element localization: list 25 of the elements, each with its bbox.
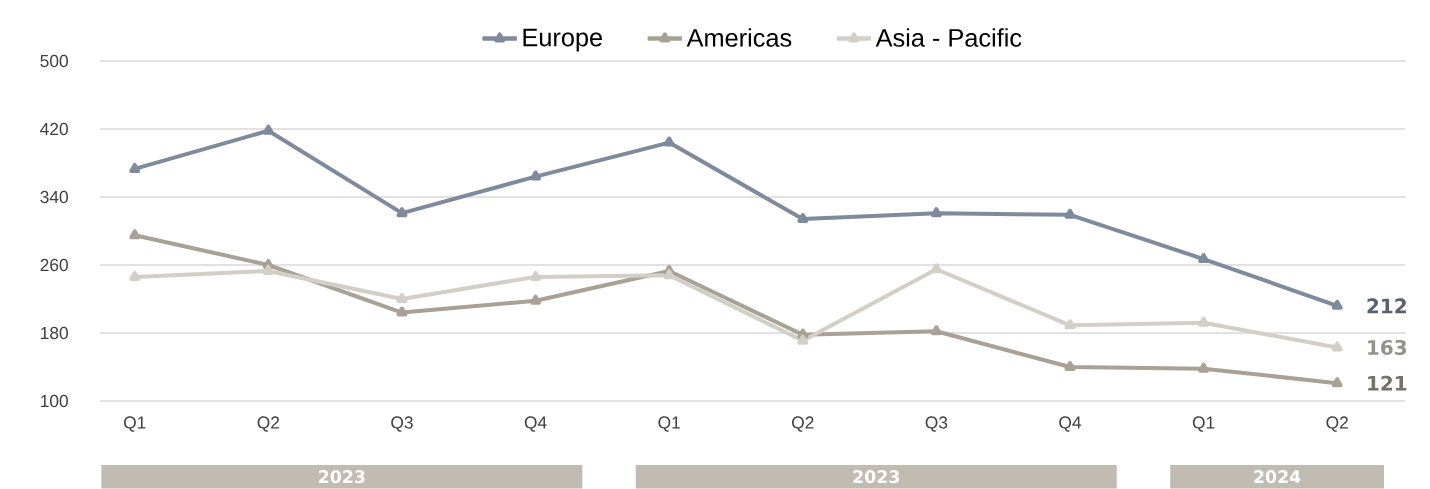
- x-tick-label: Q4: [1059, 416, 1082, 432]
- data-label: 163: [1368, 339, 1407, 356]
- x-tick-label: Q4: [524, 416, 547, 432]
- x-tick-label: Q3: [391, 416, 413, 432]
- text: 2023: [853, 470, 900, 484]
- y-tick-label: 340: [40, 190, 68, 204]
- x-tick-label: Q2: [792, 416, 814, 432]
- x-tick-label: Q2: [257, 416, 280, 432]
- y-tick-label: 260: [40, 258, 68, 272]
- x-tick-label: Q2: [1326, 416, 1348, 432]
- x-tick-label: Q3: [925, 416, 948, 432]
- data-label: 121: [1368, 375, 1407, 391]
- legend-label: Europe: [523, 28, 602, 52]
- x-tick-label: Q1: [1192, 416, 1215, 432]
- text: 2023: [319, 470, 365, 484]
- x-tick-label: Q1: [124, 416, 146, 432]
- x-tick-label: Q1: [658, 416, 680, 432]
- data-label: 212: [1367, 298, 1406, 314]
- text: 2024: [1254, 470, 1301, 484]
- y-tick-label: 100: [41, 394, 68, 408]
- legend-label: Americas: [686, 28, 792, 47]
- y-tick-label: 420: [40, 122, 68, 136]
- legend-label: Asia - Pacific: [875, 28, 1022, 47]
- y-tick-label: 180: [41, 326, 68, 340]
- y-tick-label: 500: [40, 54, 68, 68]
